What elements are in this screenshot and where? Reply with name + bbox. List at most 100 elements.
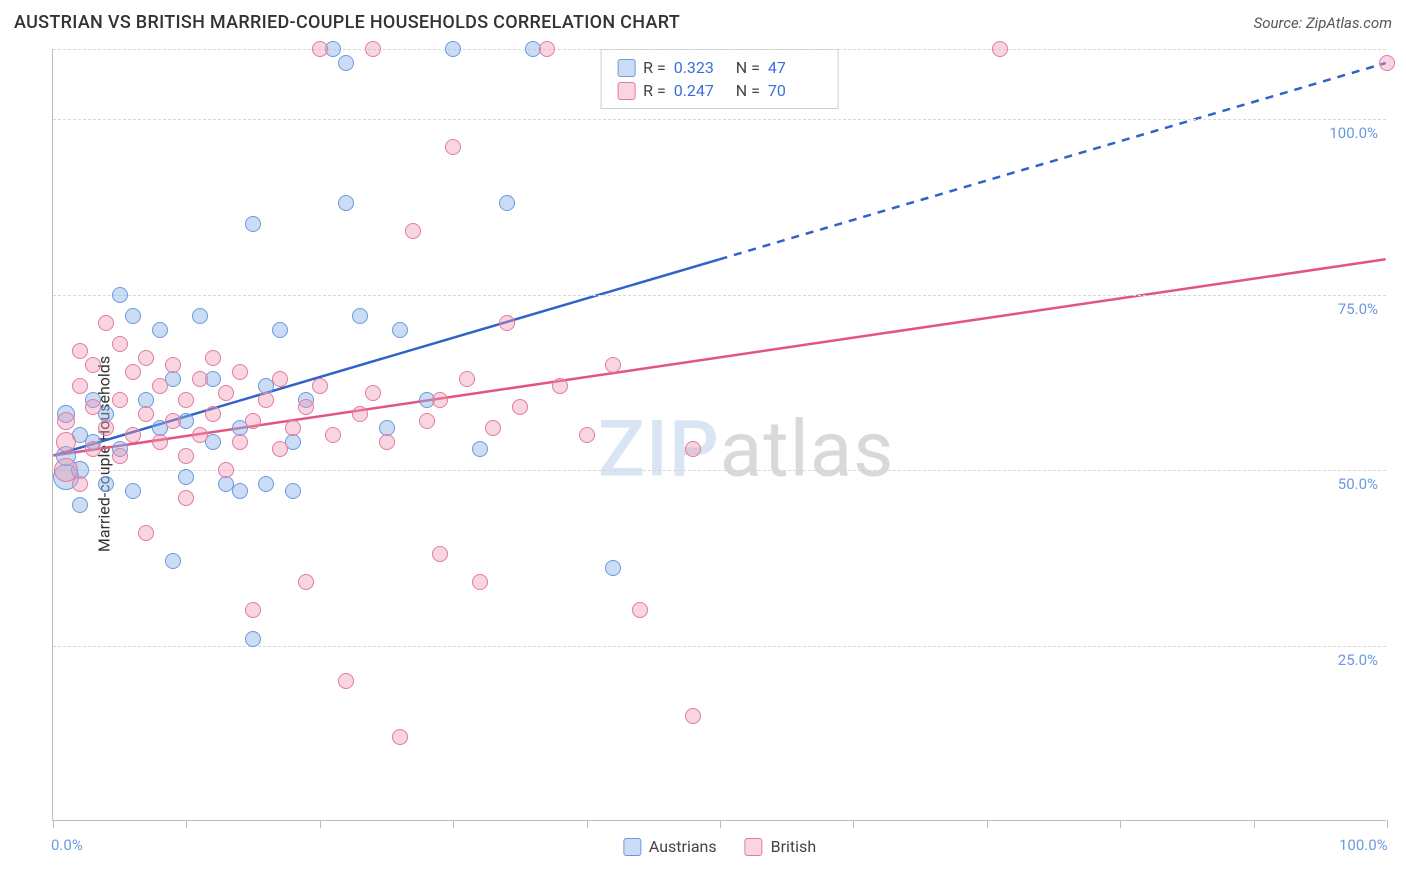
x-tick bbox=[587, 820, 588, 828]
scatter-point bbox=[192, 371, 208, 387]
x-tick bbox=[1387, 820, 1388, 828]
legend-bottom: Austrians British bbox=[623, 837, 816, 856]
scatter-point bbox=[245, 216, 261, 232]
stats-n-label: N = bbox=[736, 81, 760, 100]
scatter-point bbox=[605, 560, 621, 576]
chart-container: Married-couple Households ZIPatlas R =0.… bbox=[0, 39, 1406, 869]
scatter-point bbox=[392, 729, 408, 745]
x-tick-label: 0.0% bbox=[51, 836, 83, 854]
stats-box: R =0.323N =47R =0.247N =70 bbox=[600, 49, 839, 109]
scatter-point bbox=[272, 441, 288, 457]
y-tick-label: 25.0% bbox=[1338, 651, 1378, 669]
gridline-h bbox=[53, 49, 1386, 50]
scatter-point bbox=[445, 139, 461, 155]
scatter-point bbox=[72, 497, 88, 513]
stats-row: R = 0.247 N = 70 bbox=[617, 79, 822, 102]
scatter-point bbox=[112, 336, 128, 352]
scatter-point bbox=[632, 602, 648, 618]
x-tick bbox=[853, 820, 854, 828]
scatter-point bbox=[98, 315, 114, 331]
scatter-point bbox=[232, 364, 248, 380]
scatter-point bbox=[56, 432, 76, 452]
scatter-point bbox=[258, 392, 274, 408]
scatter-point bbox=[379, 434, 395, 450]
scatter-point bbox=[85, 399, 101, 415]
scatter-point bbox=[192, 427, 208, 443]
x-tick bbox=[987, 820, 988, 828]
y-tick-label: 75.0% bbox=[1338, 300, 1378, 318]
scatter-point bbox=[272, 322, 288, 338]
scatter-point bbox=[352, 406, 368, 422]
scatter-point bbox=[98, 476, 114, 492]
gridline-h bbox=[53, 295, 1386, 296]
scatter-point bbox=[178, 490, 194, 506]
scatter-point bbox=[112, 448, 128, 464]
scatter-point bbox=[685, 441, 701, 457]
legend-label: British bbox=[771, 837, 816, 856]
scatter-point bbox=[312, 41, 328, 57]
scatter-point bbox=[352, 308, 368, 324]
scatter-point bbox=[285, 420, 301, 436]
scatter-point bbox=[85, 357, 101, 373]
stats-n-label: N = bbox=[736, 58, 760, 77]
scatter-point bbox=[1379, 55, 1395, 71]
scatter-point bbox=[205, 350, 221, 366]
x-tick bbox=[1254, 820, 1255, 828]
scatter-point bbox=[178, 392, 194, 408]
scatter-point bbox=[325, 427, 341, 443]
scatter-point bbox=[165, 357, 181, 373]
scatter-point bbox=[512, 399, 528, 415]
chart-title: AUSTRIAN VS BRITISH MARRIED-COUPLE HOUSE… bbox=[14, 12, 680, 33]
stats-r-value: 0.247 bbox=[674, 81, 728, 100]
stats-swatch bbox=[617, 59, 635, 77]
legend-swatch bbox=[623, 838, 641, 856]
scatter-point bbox=[178, 469, 194, 485]
stats-r-value: 0.323 bbox=[674, 58, 728, 77]
chart-header: AUSTRIAN VS BRITISH MARRIED-COUPLE HOUSE… bbox=[0, 0, 1406, 39]
scatter-point bbox=[338, 673, 354, 689]
scatter-point bbox=[72, 343, 88, 359]
scatter-point bbox=[205, 406, 221, 422]
scatter-point bbox=[232, 483, 248, 499]
scatter-point bbox=[365, 41, 381, 57]
watermark-zip: ZIP bbox=[598, 404, 720, 495]
scatter-point bbox=[605, 357, 621, 373]
scatter-point bbox=[298, 399, 314, 415]
chart-source: Source: ZipAtlas.com bbox=[1254, 14, 1392, 32]
legend-item: Austrians bbox=[623, 837, 717, 856]
scatter-point bbox=[392, 322, 408, 338]
scatter-point bbox=[192, 308, 208, 324]
scatter-point bbox=[579, 427, 595, 443]
watermark-atlas: atlas bbox=[720, 404, 895, 495]
scatter-point bbox=[298, 574, 314, 590]
legend-item: British bbox=[745, 837, 816, 856]
stats-swatch bbox=[617, 82, 635, 100]
scatter-point bbox=[218, 385, 234, 401]
scatter-point bbox=[365, 385, 381, 401]
legend-label: Austrians bbox=[649, 837, 717, 856]
x-tick bbox=[320, 820, 321, 828]
scatter-point bbox=[312, 378, 328, 394]
legend-swatch bbox=[745, 838, 763, 856]
scatter-point bbox=[405, 223, 421, 239]
stats-r-label: R = bbox=[643, 81, 666, 100]
scatter-point bbox=[152, 434, 168, 450]
stats-n-value: 70 bbox=[768, 81, 822, 100]
scatter-point bbox=[419, 413, 435, 429]
scatter-point bbox=[138, 406, 154, 422]
scatter-point bbox=[485, 420, 501, 436]
scatter-point bbox=[152, 378, 168, 394]
scatter-point bbox=[57, 412, 75, 430]
scatter-point bbox=[245, 413, 261, 429]
scatter-point bbox=[245, 602, 261, 618]
scatter-point bbox=[138, 350, 154, 366]
plot-area: ZIPatlas R =0.323N =47R =0.247N =70 Aust… bbox=[52, 49, 1386, 821]
y-tick-label: 100.0% bbox=[1329, 124, 1378, 142]
scatter-point bbox=[432, 392, 448, 408]
scatter-point bbox=[98, 420, 114, 436]
scatter-point bbox=[178, 448, 194, 464]
scatter-point bbox=[685, 708, 701, 724]
scatter-point bbox=[472, 441, 488, 457]
scatter-point bbox=[499, 195, 515, 211]
scatter-point bbox=[165, 553, 181, 569]
